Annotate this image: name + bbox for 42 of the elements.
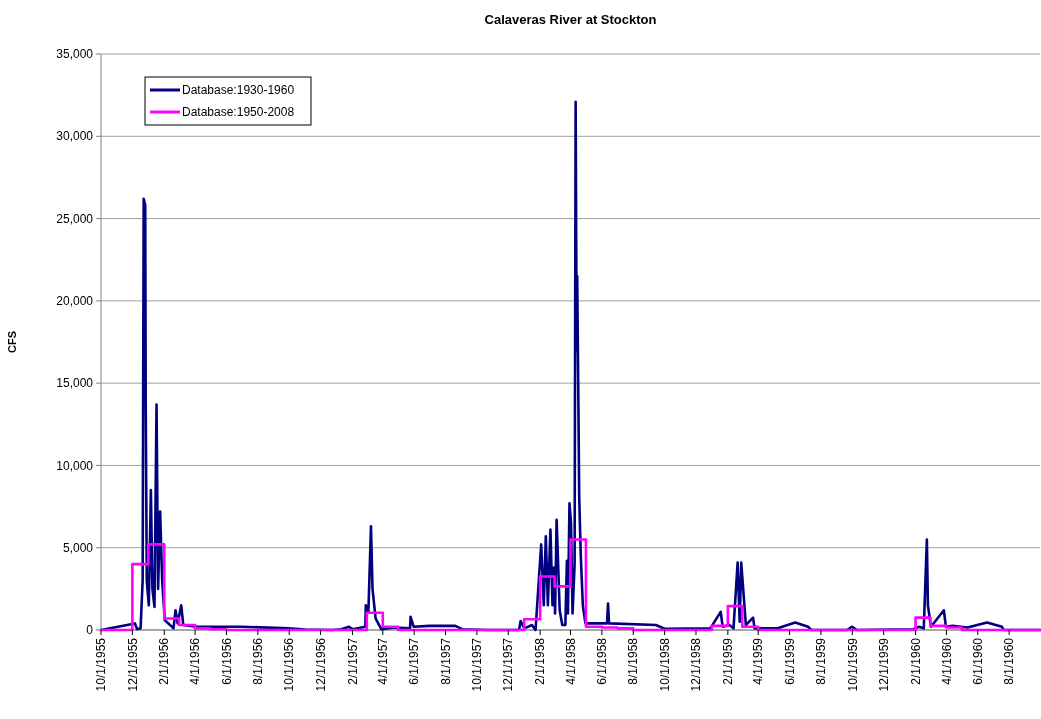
x-tick-label: 12/1/1957 (501, 637, 516, 692)
x-tick-label: 10/1/1959 (845, 637, 860, 692)
x-tick-label: 10/1/1956 (282, 637, 297, 692)
y-tick-label: 0 (86, 623, 94, 638)
x-tick-label: 2/1/1958 (533, 637, 548, 685)
x-tick-label: 8/1/1960 (1002, 637, 1017, 685)
x-tick-label: 10/1/1957 (470, 637, 485, 692)
x-tick-label: 4/1/1960 (939, 637, 954, 685)
y-tick-label: 25,000 (56, 211, 94, 226)
x-tick-label: 2/1/1957 (345, 637, 360, 685)
x-tick-label: 2/1/1960 (908, 637, 923, 685)
y-tick-label: 30,000 (56, 129, 94, 144)
y-tick-label: 5,000 (62, 540, 94, 555)
y-axis-title: CFS (6, 331, 18, 353)
legend-label: Database:1950-2008 (182, 105, 295, 120)
x-tick-label: 10/1/1958 (657, 637, 672, 692)
x-tick-label: 12/1/1959 (876, 637, 891, 692)
x-tick-label: 2/1/1956 (157, 637, 172, 685)
chart-title: Calaveras River at Stockton (484, 12, 657, 27)
x-tick-label: 2/1/1959 (721, 637, 736, 685)
y-tick-label: 35,000 (56, 47, 94, 62)
x-tick-label: 4/1/1958 (563, 637, 578, 685)
x-tick-label: 4/1/1957 (376, 637, 390, 685)
x-tick-label: 12/1/1958 (689, 637, 704, 692)
x-tick-label: 6/1/1960 (970, 637, 985, 685)
x-tick-label: 8/1/1956 (251, 637, 266, 685)
x-tick-label: 6/1/1958 (595, 637, 610, 685)
x-tick-label: 8/1/1959 (814, 637, 829, 685)
y-tick-label: 15,000 (56, 376, 94, 391)
x-tick-label: 4/1/1956 (188, 637, 203, 685)
x-tick-label: 6/1/1956 (219, 637, 234, 685)
x-tick-label: 12/1/1955 (125, 637, 140, 692)
x-tick-label: 8/1/1958 (626, 637, 641, 685)
y-tick-label: 20,000 (56, 294, 94, 309)
x-tick-label: 8/1/1957 (438, 637, 453, 685)
x-tick-label: 12/1/1956 (313, 637, 328, 692)
x-tick-label: 4/1/1959 (751, 637, 766, 685)
x-tick-label: 10/1/1955 (94, 637, 109, 692)
x-tick-label: 6/1/1957 (407, 637, 422, 685)
legend-label: Database:1930-1960 (182, 83, 295, 98)
x-tick-label: 6/1/1959 (782, 637, 797, 685)
y-tick-label: 10,000 (56, 458, 94, 473)
